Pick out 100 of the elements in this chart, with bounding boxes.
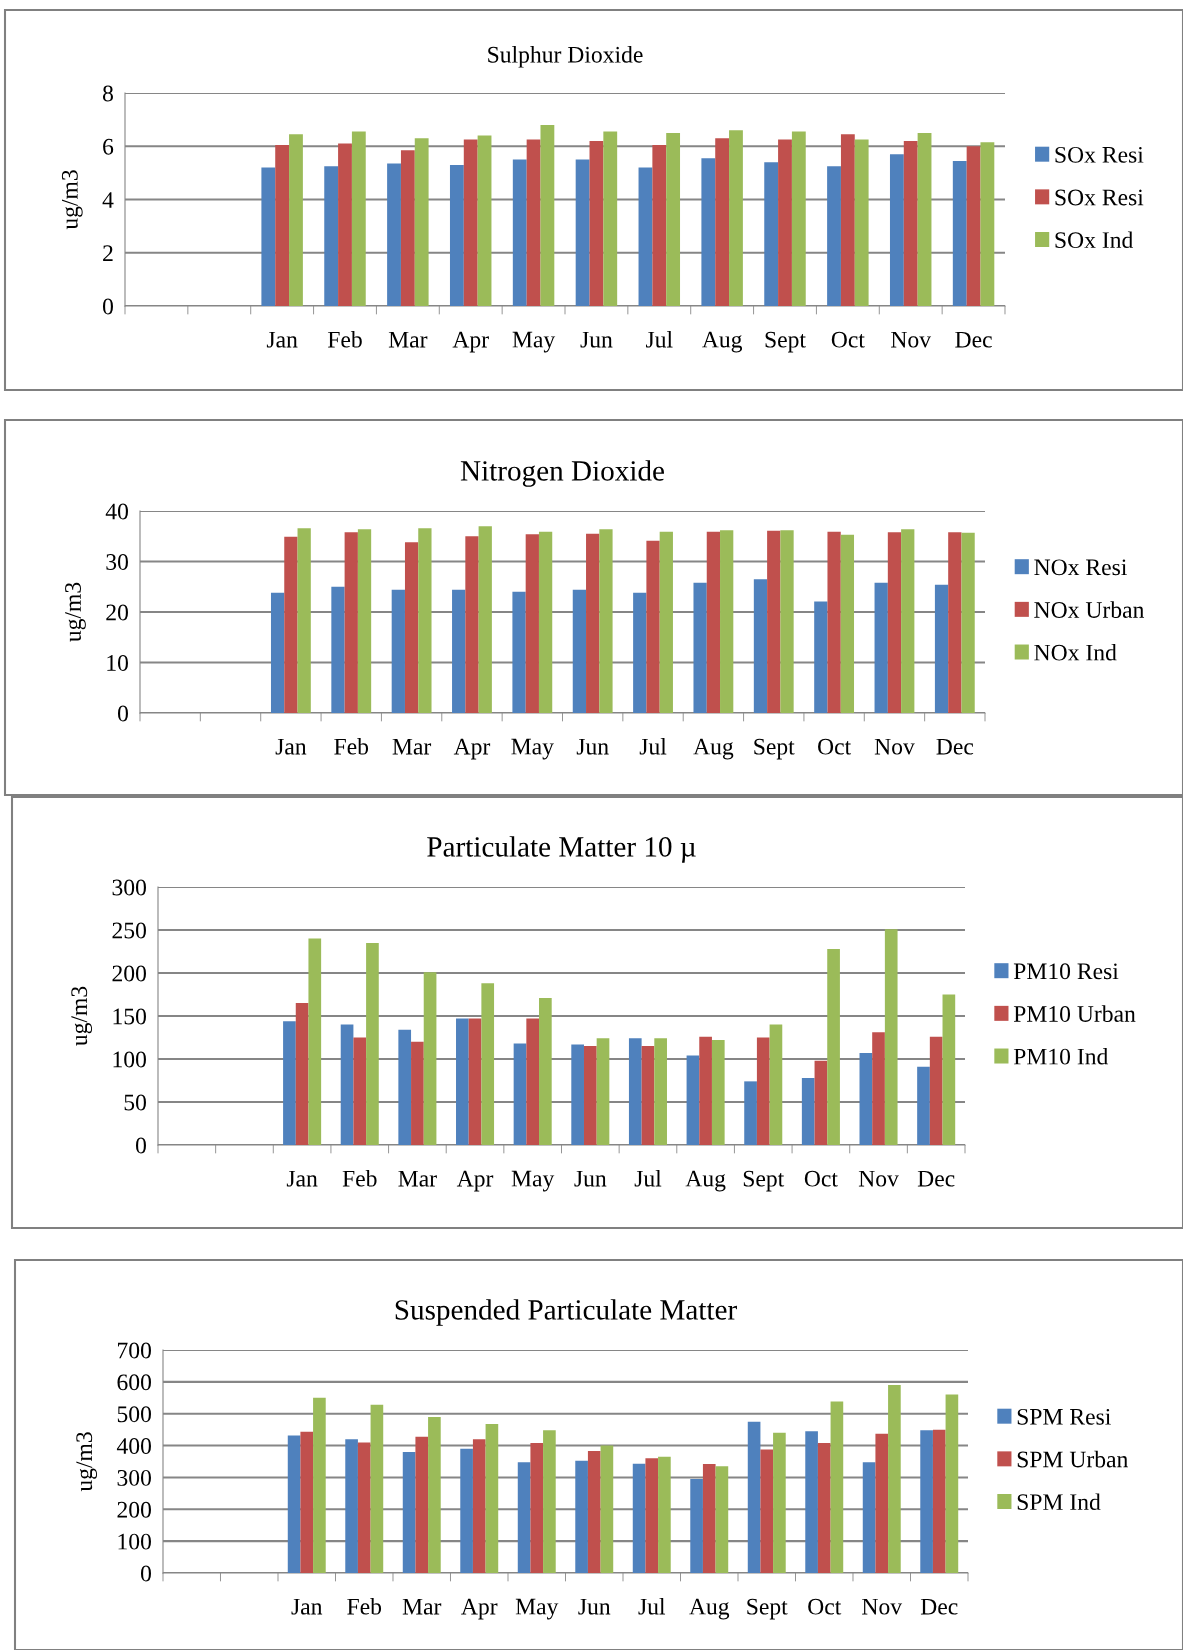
bar [980,142,995,306]
x-tick-label: Oct [804,1170,838,1187]
y-tick-label: 400 [116,1438,151,1454]
bar [340,1024,354,1145]
bar [814,1060,828,1145]
x-tick-label: Dec [920,1598,958,1615]
y-tick-label: 700 [118,1342,151,1359]
bar [415,1436,429,1573]
bar [773,1432,786,1573]
bar [414,138,429,306]
bar [571,1044,584,1145]
y-tick-label: 30 [106,553,128,570]
x-tick-label: Oct [808,1598,842,1615]
x-tick-label: Mar [392,738,432,755]
bar [948,532,962,713]
bar [854,139,869,306]
x-tick-label: Mar [388,331,428,348]
y-axis-title: ug/m3 [61,170,83,230]
bar [517,1462,531,1573]
bar [583,1046,597,1145]
bar [706,531,721,713]
bar [917,1066,930,1145]
bar [513,1043,527,1145]
x-tick-label: Aug [693,738,734,760]
bar [370,1404,384,1573]
bar [283,1021,296,1145]
x-tick-label: Apr [461,1598,498,1620]
x-tick-label: Feb [334,738,369,755]
y-tick-label: 10 [107,654,128,671]
bar [423,972,437,1145]
bar [404,542,419,713]
y-tick-label: 150 [113,1008,146,1025]
legend-label: NOx Ind [1034,643,1117,661]
y-tick-label: 250 [112,922,146,939]
bar [603,131,618,306]
bar [452,589,466,713]
bar [744,1081,757,1145]
x-tick-label: Nov [891,331,932,348]
bar [874,582,888,713]
bar [840,534,855,713]
bar [270,592,285,713]
bar [756,1037,770,1145]
bar [463,139,478,306]
bar [729,130,743,306]
bar [324,166,339,306]
x-tick-label: Oct [831,331,865,348]
bar [338,143,352,306]
bar [693,582,707,713]
bar [538,531,553,713]
x-tick-label: Jan [291,1598,323,1615]
bar [966,146,981,306]
x-tick-label: May [512,331,556,353]
bar [586,533,600,713]
legend-label: PM10 Urban [1013,1005,1136,1022]
y-tick-label: 6 [103,138,114,155]
bar [658,1456,671,1573]
x-tick-label: Mar [398,1170,437,1187]
bar [295,1003,309,1145]
bar [778,139,792,306]
bar [357,529,372,713]
bar [932,1429,946,1573]
bar [345,1439,358,1573]
y-tick-label: 2 [103,245,113,261]
bar [862,1462,876,1573]
bar [827,531,841,713]
x-tick-label: Jul [638,1598,666,1615]
bar [572,589,587,713]
y-tick-label: 300 [112,879,146,896]
x-tick-label: Nov [874,738,915,755]
x-tick-label: Dec [917,1170,955,1187]
y-tick-label: 4 [102,192,114,208]
bar [791,131,806,306]
bar [711,1040,725,1145]
bar [525,534,539,713]
x-tick-label: Aug [689,1598,730,1620]
bar [530,1443,544,1573]
bar [478,526,492,713]
y-tick-label: 40 [105,503,128,520]
y-tick-label: 100 [113,1051,146,1068]
bar [952,160,967,306]
bar [357,1442,371,1573]
bar [589,140,604,306]
bar [654,1038,667,1145]
x-tick-label: Jan [266,331,298,348]
bar [715,138,730,306]
legend-label: SOx Resi [1055,189,1144,206]
bar [411,1041,424,1145]
chart-title: Sulphur Dioxide [488,46,643,68]
bar [599,529,613,713]
bar [646,540,660,713]
x-tick-label: May [511,1170,555,1192]
bar [596,1038,610,1145]
bar [830,1401,844,1573]
bar [652,144,667,306]
bar [686,1055,700,1145]
x-tick-label: Apr [456,1170,494,1192]
x-tick-label: Feb [347,1598,382,1615]
chart-title: Particulate Matter 10 µ [427,836,696,863]
bar [575,159,590,306]
bar [468,1018,482,1145]
